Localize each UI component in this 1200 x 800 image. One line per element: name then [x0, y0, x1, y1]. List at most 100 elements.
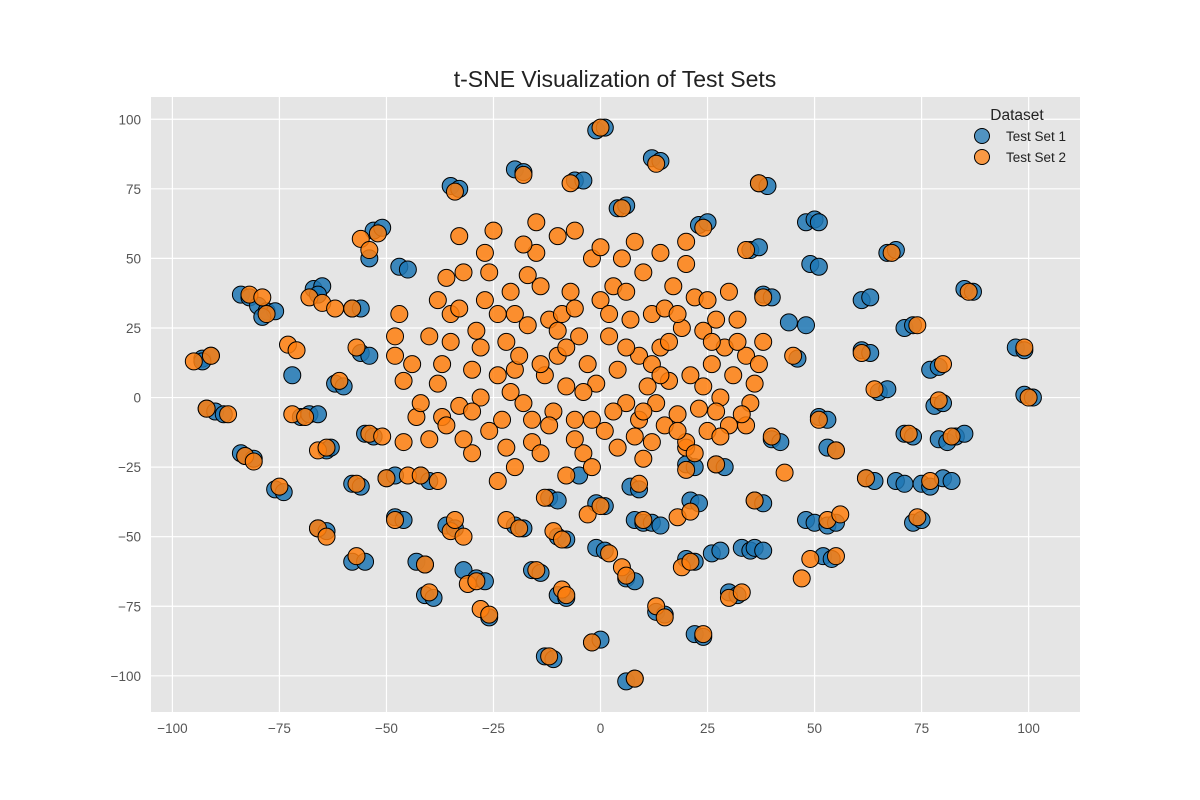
scatter-point — [651, 516, 670, 535]
scatter-point — [929, 391, 948, 410]
scatter-point — [702, 332, 721, 351]
scatter-point — [959, 282, 978, 301]
scatter-point — [540, 416, 559, 435]
y-axis-tick-labels: −100 −75 −50 −25 0 25 50 75 100 — [111, 112, 141, 684]
scatter-point — [754, 541, 773, 560]
scatter-point — [296, 408, 315, 427]
scatter-point — [317, 438, 336, 457]
scatter-point — [557, 338, 576, 357]
scatter-point — [797, 316, 816, 335]
scatter-point — [386, 346, 405, 365]
scatter-point — [441, 332, 460, 351]
scatter-point — [899, 424, 918, 443]
scatter-point — [651, 366, 670, 385]
scatter-point — [411, 466, 430, 485]
scatter-point — [1019, 388, 1038, 407]
scatter-point — [531, 277, 550, 296]
scatter-point — [737, 346, 756, 365]
scatter-point — [698, 291, 717, 310]
scatter-point — [497, 438, 516, 457]
scatter-point — [463, 402, 482, 421]
scatter-point — [471, 388, 490, 407]
scatter-point — [826, 441, 845, 460]
scatter-point — [505, 458, 524, 477]
scatter-point — [617, 282, 636, 301]
scatter-point — [428, 291, 447, 310]
scatter-point — [668, 305, 687, 324]
y-tick-label: 0 — [133, 391, 141, 406]
scatter-point — [630, 474, 649, 493]
scatter-point — [518, 316, 537, 335]
scatter-point — [557, 466, 576, 485]
scatter-point — [475, 243, 494, 262]
series-test-set-2 — [184, 118, 1038, 688]
x-tick-label: 0 — [597, 721, 605, 736]
scatter-point — [638, 377, 657, 396]
scatter-point — [582, 410, 601, 429]
scatter-point — [411, 394, 430, 413]
scatter-point — [621, 310, 640, 329]
scatter-point — [287, 341, 306, 360]
scatter-point — [694, 625, 713, 644]
scatter-point — [347, 338, 366, 357]
x-axis-tick-labels: −100 −75 −50 −25 0 25 50 75 100 — [157, 721, 1040, 736]
scatter-point — [612, 199, 631, 218]
scatter-point — [394, 371, 413, 390]
scatter-point — [724, 366, 743, 385]
scatter-point — [908, 316, 927, 335]
scatter-point — [326, 299, 345, 318]
scatter-point — [565, 410, 584, 429]
scatter-point — [201, 346, 220, 365]
scatter-point — [518, 266, 537, 285]
scatter-point — [450, 299, 469, 318]
scatter-point — [471, 338, 490, 357]
scatter-point — [445, 510, 464, 529]
y-tick-label: −50 — [118, 530, 141, 545]
scatter-point — [244, 452, 263, 471]
scatter-point — [514, 394, 533, 413]
scatter-point — [582, 458, 601, 477]
scatter-point — [651, 243, 670, 262]
scatter-point — [548, 321, 567, 340]
scatter-point — [634, 510, 653, 529]
scatter-point — [514, 235, 533, 254]
scatter-point — [784, 346, 803, 365]
scatter-point — [745, 374, 764, 393]
scatter-point — [454, 430, 473, 449]
scatter-point — [373, 427, 392, 446]
scatter-point — [428, 472, 447, 491]
scatter-point — [707, 402, 726, 421]
scatter-point — [497, 510, 516, 529]
scatter-point — [454, 527, 473, 546]
scatter-point — [497, 332, 516, 351]
scatter-point — [634, 449, 653, 468]
scatter-point — [617, 338, 636, 357]
scatter-point — [570, 327, 589, 346]
scatter-point — [634, 263, 653, 282]
scatter-point — [642, 433, 661, 452]
scatter-point — [488, 305, 507, 324]
scatter-point — [852, 344, 871, 363]
scatter-point — [617, 566, 636, 585]
scatter-point — [591, 238, 610, 257]
scatter-point — [270, 477, 289, 496]
scatter-point — [283, 366, 302, 385]
scatter-point — [737, 241, 756, 260]
scatter-point — [561, 282, 580, 301]
scatter-point — [552, 530, 571, 549]
scatter-point — [437, 268, 456, 287]
scatter-point — [625, 669, 644, 688]
x-tick-label: −25 — [482, 721, 505, 736]
scatter-point — [565, 430, 584, 449]
scatter-point — [647, 154, 666, 173]
scatter-point — [707, 310, 726, 329]
x-tick-label: 100 — [1017, 721, 1040, 736]
scatter-point — [347, 547, 366, 566]
scatter-point — [540, 647, 559, 666]
scatter-point — [330, 371, 349, 390]
scatter-point — [934, 355, 953, 374]
scatter-point — [510, 346, 529, 365]
scatter-point — [694, 377, 713, 396]
scatter-point — [377, 469, 396, 488]
grid-lines — [151, 97, 1080, 712]
